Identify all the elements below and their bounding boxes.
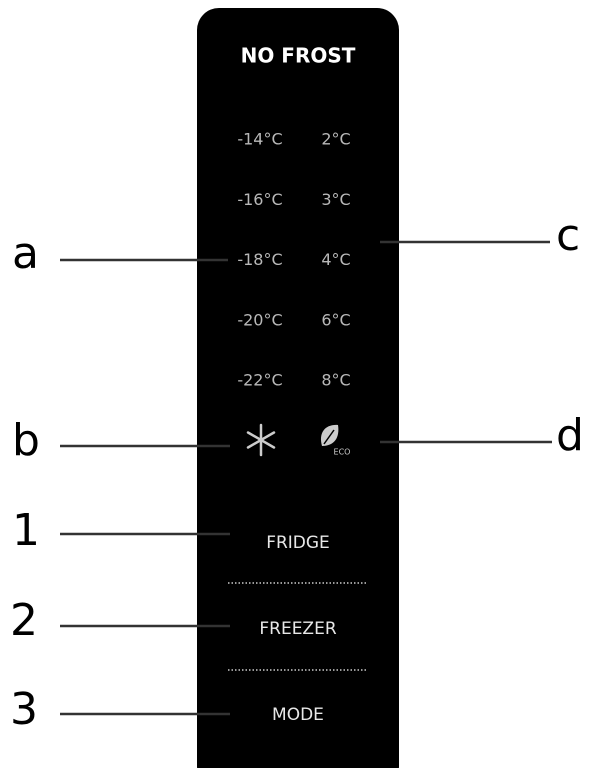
mode-button[interactable]: MODE (272, 705, 324, 725)
snowflake-icon (246, 423, 276, 457)
fridge-temp: 6°C (321, 310, 350, 329)
callout-label: 2 (10, 595, 38, 646)
fridge-temp: 8°C (321, 371, 350, 390)
callout-label: c (556, 210, 580, 261)
temperature-grid: -14°C -16°C -18°C -20°C -22°C 2°C 3°C 4°C 6°C 8°C (237, 130, 350, 390)
eco-label: ECO (334, 448, 351, 457)
freezer-temp: -16°C (237, 190, 282, 209)
freezer-temp: -18°C (237, 250, 282, 269)
freezer-button[interactable]: FREEZER (259, 619, 336, 639)
callout-label: b (12, 415, 40, 466)
eco-icon: ECO (320, 424, 351, 457)
callout-label: a (12, 228, 39, 279)
fridge-temp: 4°C (321, 250, 350, 269)
callout-label: d (556, 410, 584, 461)
freezer-temp: -14°C (237, 130, 282, 149)
fridge-button[interactable]: FRIDGE (266, 533, 330, 553)
callout-label: 3 (10, 684, 38, 735)
brand: NO FROST (241, 44, 356, 68)
callout-label: 1 (12, 505, 40, 556)
fridge-temp: 3°C (321, 190, 350, 209)
control-panel (197, 8, 399, 772)
fridge-temp: 2°C (321, 130, 350, 149)
freezer-temp: -20°C (237, 310, 282, 329)
freezer-temp: -22°C (237, 371, 282, 390)
